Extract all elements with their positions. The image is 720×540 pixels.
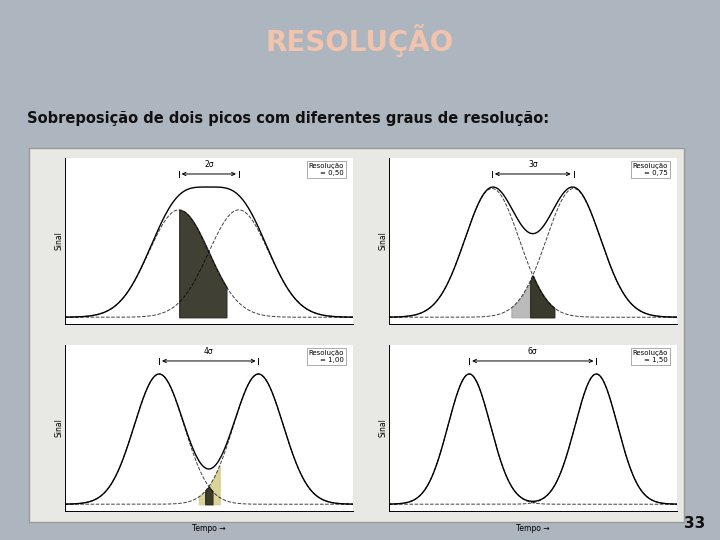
Text: RESOLUÇÃO: RESOLUÇÃO — [266, 24, 454, 57]
Text: 4σ: 4σ — [204, 347, 214, 356]
Y-axis label: Sinal: Sinal — [379, 232, 387, 251]
Text: Resolução
= 0,75: Resolução = 0,75 — [633, 163, 668, 177]
Y-axis label: Sinal: Sinal — [379, 418, 387, 437]
Y-axis label: Sinal: Sinal — [55, 232, 63, 251]
Text: Sobreposição de dois picos com diferentes graus de resolução:: Sobreposição de dois picos com diferente… — [22, 111, 549, 126]
Text: Tempo →: Tempo → — [192, 524, 225, 533]
Y-axis label: Sinal: Sinal — [55, 418, 63, 437]
Text: Resolução
= 1,50: Resolução = 1,50 — [633, 350, 668, 363]
Text: Resolução
= 0,50: Resolução = 0,50 — [309, 163, 344, 177]
Text: 33: 33 — [684, 516, 706, 531]
Text: Tempo →: Tempo → — [516, 524, 549, 533]
Text: 2σ: 2σ — [204, 160, 214, 169]
FancyBboxPatch shape — [29, 147, 684, 522]
Text: 3σ: 3σ — [528, 160, 538, 169]
Text: 6σ: 6σ — [528, 347, 538, 356]
Text: Resolução
= 1,00: Resolução = 1,00 — [309, 350, 344, 363]
